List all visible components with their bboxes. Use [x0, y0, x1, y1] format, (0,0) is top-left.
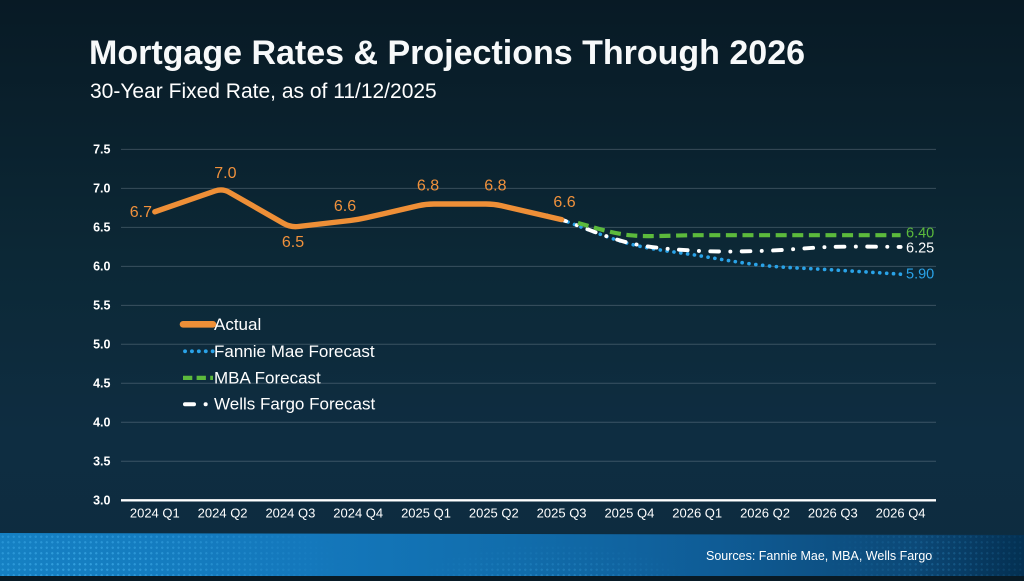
- svg-text:Fannie Mae Forecast: Fannie Mae Forecast: [214, 342, 375, 361]
- svg-text:2025 Q4: 2025 Q4: [604, 506, 654, 521]
- svg-text:2025 Q1: 2025 Q1: [401, 506, 451, 521]
- svg-text:7.0: 7.0: [93, 181, 110, 195]
- svg-text:2024 Q3: 2024 Q3: [265, 506, 315, 521]
- svg-text:7.0: 7.0: [214, 165, 236, 182]
- svg-text:3.0: 3.0: [93, 493, 110, 507]
- svg-text:4.0: 4.0: [93, 415, 110, 429]
- svg-text:6.5: 6.5: [282, 234, 304, 251]
- svg-text:2026 Q2: 2026 Q2: [740, 506, 790, 521]
- svg-text:MBA Forecast: MBA Forecast: [214, 368, 321, 387]
- svg-text:4.5: 4.5: [93, 376, 110, 390]
- svg-text:6.40: 6.40: [906, 226, 934, 242]
- svg-text:2024 Q2: 2024 Q2: [198, 506, 248, 521]
- svg-text:6.0: 6.0: [93, 259, 110, 273]
- svg-text:6.8: 6.8: [484, 178, 506, 195]
- svg-text:Actual: Actual: [214, 315, 261, 334]
- svg-text:6.25: 6.25: [906, 240, 934, 256]
- svg-text:2024 Q4: 2024 Q4: [333, 506, 383, 521]
- svg-text:2026 Q3: 2026 Q3: [808, 506, 858, 521]
- svg-text:Wells Fargo Forecast: Wells Fargo Forecast: [214, 395, 376, 414]
- svg-text:2026 Q1: 2026 Q1: [672, 506, 722, 521]
- svg-text:6.6: 6.6: [334, 198, 356, 215]
- svg-text:2026 Q4: 2026 Q4: [876, 506, 926, 521]
- svg-text:6.5: 6.5: [93, 220, 110, 234]
- svg-text:5.90: 5.90: [906, 267, 934, 283]
- svg-text:5.5: 5.5: [93, 298, 110, 312]
- svg-text:6.7: 6.7: [130, 204, 152, 221]
- svg-text:6.6: 6.6: [553, 194, 575, 211]
- svg-text:7.5: 7.5: [93, 142, 110, 156]
- svg-text:6.8: 6.8: [417, 178, 439, 195]
- svg-text:5.0: 5.0: [93, 337, 110, 351]
- svg-text:2024 Q1: 2024 Q1: [130, 506, 180, 521]
- svg-text:2025 Q3: 2025 Q3: [537, 506, 587, 521]
- svg-text:2025 Q2: 2025 Q2: [469, 506, 519, 521]
- svg-text:3.5: 3.5: [93, 454, 110, 468]
